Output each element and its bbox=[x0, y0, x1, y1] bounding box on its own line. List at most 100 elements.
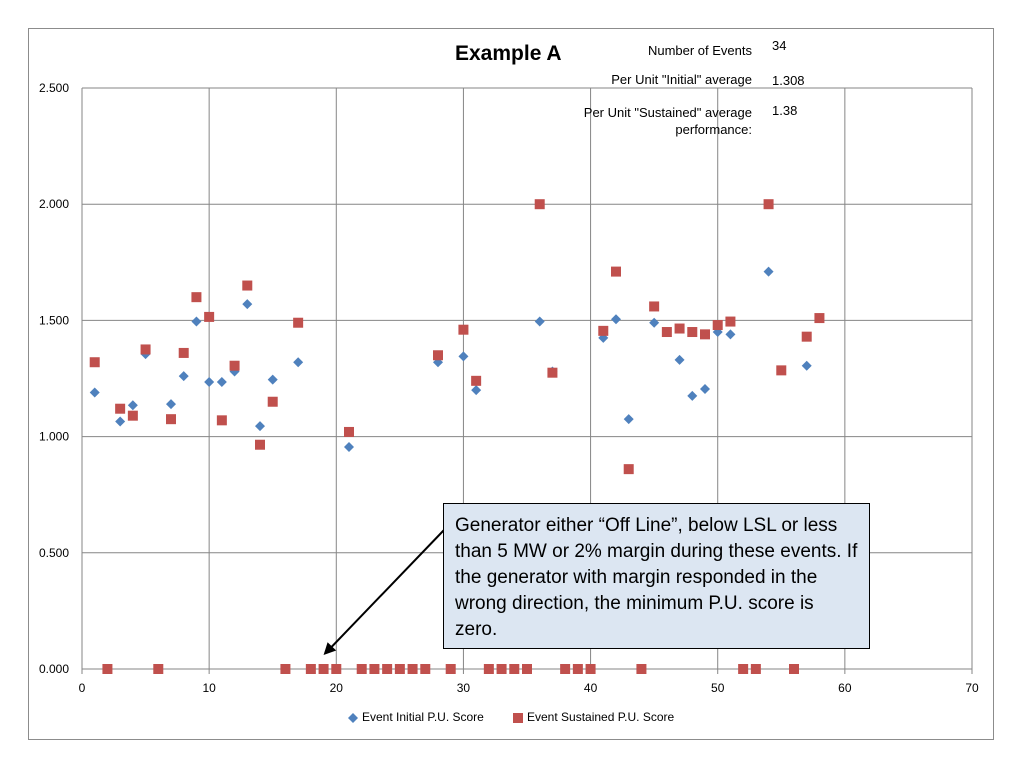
sustained-point bbox=[750, 664, 761, 674]
callout-arrow bbox=[323, 529, 445, 655]
sustained-point bbox=[229, 360, 240, 371]
sustained-point bbox=[153, 664, 164, 674]
arrow-head bbox=[323, 642, 337, 655]
legend-item-sustained: Event Sustained P.U. Score bbox=[513, 710, 674, 724]
initial-point bbox=[255, 421, 265, 432]
sustained-point bbox=[178, 347, 189, 358]
initial-point bbox=[534, 316, 545, 327]
sustained-point bbox=[407, 664, 418, 674]
y-tick-label: 0.000 bbox=[39, 662, 69, 676]
initial-point bbox=[344, 442, 354, 453]
initial-point bbox=[700, 383, 710, 394]
initial-point bbox=[115, 416, 126, 427]
events-value: 34 bbox=[772, 38, 787, 53]
sustained-point bbox=[547, 367, 558, 378]
initial-point bbox=[458, 351, 469, 362]
initial-point bbox=[293, 357, 304, 368]
sustained-point bbox=[369, 664, 380, 674]
x-tick-label: 0 bbox=[79, 681, 86, 695]
sustained-point bbox=[318, 664, 329, 674]
initial-point bbox=[801, 360, 812, 371]
arrow-shaft bbox=[328, 529, 445, 650]
initial-point bbox=[674, 354, 685, 365]
sustained-point bbox=[204, 311, 215, 322]
initial-point bbox=[725, 329, 736, 340]
sustained-point bbox=[814, 313, 825, 324]
legend-item-initial: Event Initial P.U. Score bbox=[348, 710, 484, 724]
sustained-point bbox=[471, 375, 482, 386]
legend-label-initial: Event Initial P.U. Score bbox=[362, 710, 484, 724]
initial-average-label: Per Unit "Initial" average bbox=[611, 72, 752, 87]
sustained-point bbox=[394, 664, 405, 674]
initial-point bbox=[178, 371, 189, 382]
sustained-point bbox=[356, 664, 367, 674]
legend-diamond-icon bbox=[348, 712, 358, 723]
initial-point bbox=[89, 387, 100, 398]
sustained-point bbox=[433, 350, 443, 361]
series-sustained bbox=[89, 199, 825, 674]
sustained-point bbox=[267, 396, 278, 407]
chart-frame bbox=[28, 28, 994, 740]
x-tick-label: 60 bbox=[838, 681, 852, 695]
axis-labels: 0.000 0.500 1.000 1.500 2.000 2.500 0 10 20 30 40 5… bbox=[39, 81, 979, 695]
initial-point bbox=[267, 374, 278, 385]
chart-title: Example A bbox=[455, 42, 562, 65]
x-tick-label: 40 bbox=[584, 681, 598, 695]
sustained-point bbox=[534, 199, 545, 210]
y-tick-label: 2.500 bbox=[39, 81, 69, 95]
sustained-point bbox=[649, 301, 660, 312]
sustained-point bbox=[191, 292, 202, 303]
legend-label-sustained: Event Sustained P.U. Score bbox=[527, 710, 675, 724]
sustained-point bbox=[712, 320, 723, 331]
initial-point bbox=[649, 317, 660, 328]
sustained-average-value: 1.38 bbox=[772, 103, 798, 118]
x-tick-label: 50 bbox=[711, 681, 725, 695]
sustained-average-label: Per Unit "Sustained" average performance… bbox=[583, 105, 752, 137]
initial-point bbox=[611, 314, 621, 325]
y-tick-label: 2.000 bbox=[39, 197, 69, 211]
y-tick-label: 1.500 bbox=[39, 313, 69, 327]
sustained-point bbox=[738, 664, 749, 674]
y-tick-label: 0.500 bbox=[39, 546, 69, 560]
sustained-point bbox=[166, 414, 176, 425]
sustained-point bbox=[560, 664, 571, 674]
sustained-point bbox=[127, 410, 138, 421]
sustained-point bbox=[293, 317, 304, 328]
sustained-point bbox=[598, 325, 609, 336]
sustained-point bbox=[216, 415, 227, 426]
sustained-point bbox=[585, 664, 596, 674]
sustained-point bbox=[763, 199, 774, 210]
legend-square-icon bbox=[513, 712, 523, 723]
sustained-point bbox=[115, 403, 126, 414]
sustained-point bbox=[661, 327, 672, 338]
sustained-point bbox=[674, 323, 685, 334]
x-tick-label: 20 bbox=[330, 681, 344, 695]
sustained-point bbox=[331, 664, 342, 674]
initial-average-value: 1.308 bbox=[772, 73, 805, 88]
initial-point bbox=[166, 399, 176, 410]
sustained-point bbox=[140, 344, 151, 355]
sustained-point bbox=[776, 365, 787, 376]
sustained-point bbox=[725, 316, 736, 327]
sustained-point bbox=[344, 426, 354, 437]
sustained-point bbox=[305, 664, 316, 674]
initial-point bbox=[242, 299, 253, 310]
callout-box: Generator either “Off Line”, below LSL o… bbox=[443, 503, 870, 649]
series-initial bbox=[89, 266, 825, 453]
sustained-point bbox=[458, 324, 469, 335]
y-tick-label: 1.000 bbox=[39, 430, 69, 444]
initial-point bbox=[471, 385, 482, 396]
sustained-point bbox=[611, 266, 621, 277]
sustained-point bbox=[789, 664, 799, 674]
sustained-point bbox=[483, 664, 494, 674]
sustained-point bbox=[496, 664, 507, 674]
sustained-point bbox=[420, 664, 431, 674]
events-label: Number of Events bbox=[647, 43, 752, 58]
sustained-point bbox=[509, 664, 520, 674]
sustained-point bbox=[255, 439, 265, 450]
sustained-point bbox=[89, 357, 100, 368]
initial-point bbox=[204, 376, 215, 387]
sustained-point bbox=[280, 664, 291, 674]
initial-point bbox=[127, 400, 138, 411]
